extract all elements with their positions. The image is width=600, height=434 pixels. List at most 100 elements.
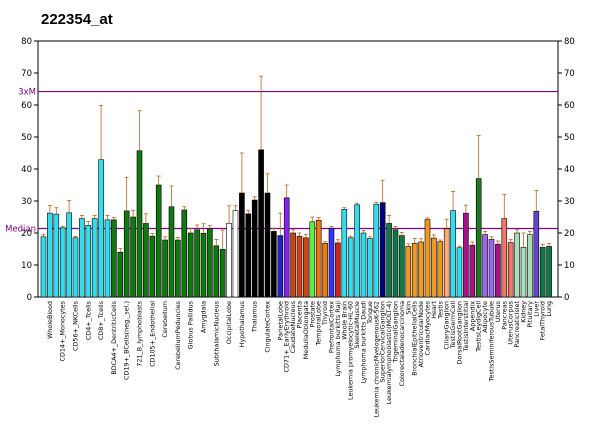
bar <box>450 210 456 298</box>
x-tick-label: Lymphoma burkitts Raji <box>334 301 342 377</box>
y-tick-label-right: 50 <box>564 133 575 143</box>
bar <box>373 203 380 298</box>
x-tick-label: Whole Brain <box>340 301 348 340</box>
bar <box>162 239 168 298</box>
x-tick-label: Skin <box>404 301 412 315</box>
bar <box>239 192 245 298</box>
bar <box>251 199 258 298</box>
x-tick-label: CingulateCortex <box>263 301 271 353</box>
bar <box>53 213 60 298</box>
x-tick-label: CD71+_EarlyErythroid <box>283 301 291 372</box>
x-tick-label: DorsalRootGanglion <box>455 301 463 364</box>
bar <box>213 245 220 298</box>
y-tick-label-left: 30 <box>21 197 32 207</box>
bar <box>187 232 194 298</box>
bar <box>130 216 136 298</box>
y-tick-label-left: 70 <box>21 69 32 79</box>
bar <box>79 218 85 298</box>
x-tick-label: CiliaryGanglion <box>443 301 451 350</box>
x-tick-label: Placenta <box>295 301 303 329</box>
x-tick-label: CD4+_Tcells <box>84 300 92 340</box>
x-tick-label: BronchialEpithelialCells <box>411 300 419 375</box>
bar <box>347 237 354 298</box>
bar <box>264 192 271 298</box>
bar <box>507 242 514 298</box>
x-tick-label: TemporalLobe <box>315 301 323 347</box>
x-tick-label: Colorectaladenocarcinoma <box>398 301 406 386</box>
x-tick-label: SubthalamicNucleus <box>212 300 220 366</box>
x-tick-label: Leukemia chronicMyelogenousK-562 <box>372 301 380 417</box>
y-tick-label-left: 0 <box>27 293 32 303</box>
y-tick-label-left: 50 <box>21 133 32 143</box>
bar <box>136 150 143 298</box>
x-tick-label: Lung <box>545 301 553 317</box>
x-tick-label: MedullaOblongata <box>302 301 310 359</box>
bar <box>168 206 175 298</box>
bar <box>72 237 79 298</box>
x-tick-label: Prostate <box>308 301 316 327</box>
x-tick-label: CardiacMyocytes <box>423 300 431 355</box>
x-tick-label: PrefrontalCortex <box>327 301 335 353</box>
chart-title: 222354_at <box>41 11 113 28</box>
x-tick-label: CD14+_Monocytes <box>59 300 67 361</box>
bar <box>360 232 367 298</box>
y-tick-label-right: 60 <box>564 101 575 111</box>
bar <box>411 242 418 298</box>
y-tick-label-right: 10 <box>564 261 575 271</box>
bar <box>386 223 392 298</box>
bar <box>85 225 92 298</box>
bar <box>482 234 488 298</box>
bar <box>456 247 463 298</box>
bar <box>149 235 156 298</box>
x-tick-label: CD56+_NKCells <box>71 300 79 351</box>
bar <box>40 236 47 298</box>
bar <box>322 242 328 298</box>
bar <box>123 210 130 298</box>
y-tick-label-right: 70 <box>564 69 575 79</box>
reference-label: 3xM <box>18 88 36 98</box>
x-tick-label: CD8+_Tcells <box>97 300 105 340</box>
bar <box>367 238 373 298</box>
y-tick-label-right: 30 <box>564 197 575 207</box>
y-tick-label-left: 10 <box>21 261 32 271</box>
bar <box>104 219 111 298</box>
bar <box>245 213 252 298</box>
bar <box>328 227 335 298</box>
x-tick-label: Globus Pallidus <box>187 300 195 349</box>
x-tick-label: Heart <box>430 301 438 319</box>
x-tick-label: Adipocyte <box>481 301 489 333</box>
bar <box>533 210 540 298</box>
x-tick-label: Leukemialymphoblastic(MOLT-4) <box>385 301 393 404</box>
bar <box>437 241 444 298</box>
y-tick-label-right: 40 <box>564 165 575 175</box>
x-tick-label: CD19+_BCells(neg._sel.) <box>123 301 131 380</box>
x-tick-label: Kidney <box>519 301 527 323</box>
bar <box>258 149 264 298</box>
y-tick-label-right: 0 <box>564 293 569 303</box>
bar <box>546 246 552 298</box>
x-tick-label: Testis <box>436 300 444 319</box>
y-tick-label-left: 60 <box>21 101 32 111</box>
bar <box>514 232 520 298</box>
bar <box>520 247 527 298</box>
x-tick-label: SkeletalMuscle <box>353 301 361 349</box>
bar <box>527 234 533 298</box>
x-tick-label: Lymphoma burkitts Daudi <box>359 301 367 384</box>
x-tick-label: Thalamus <box>251 300 259 333</box>
bar <box>143 223 149 298</box>
x-tick-label: Tongue <box>366 301 374 325</box>
x-tick-label: PancreaticIslet <box>513 301 521 348</box>
bar <box>392 229 399 298</box>
x-tick-label: Appendix <box>468 301 476 331</box>
bar <box>175 239 181 298</box>
x-tick-label: CaudateNucleus <box>289 300 297 353</box>
x-tick-label: CD105+_Endothelial <box>148 301 156 367</box>
x-tick-label: WholeBlood <box>46 301 54 339</box>
bar <box>194 229 200 298</box>
bar <box>418 241 424 298</box>
bar <box>309 221 316 298</box>
bar <box>405 246 412 298</box>
y-tick-label-right: 80 <box>564 37 575 47</box>
bar <box>469 244 476 298</box>
x-tick-label: Thyroid <box>321 301 329 326</box>
